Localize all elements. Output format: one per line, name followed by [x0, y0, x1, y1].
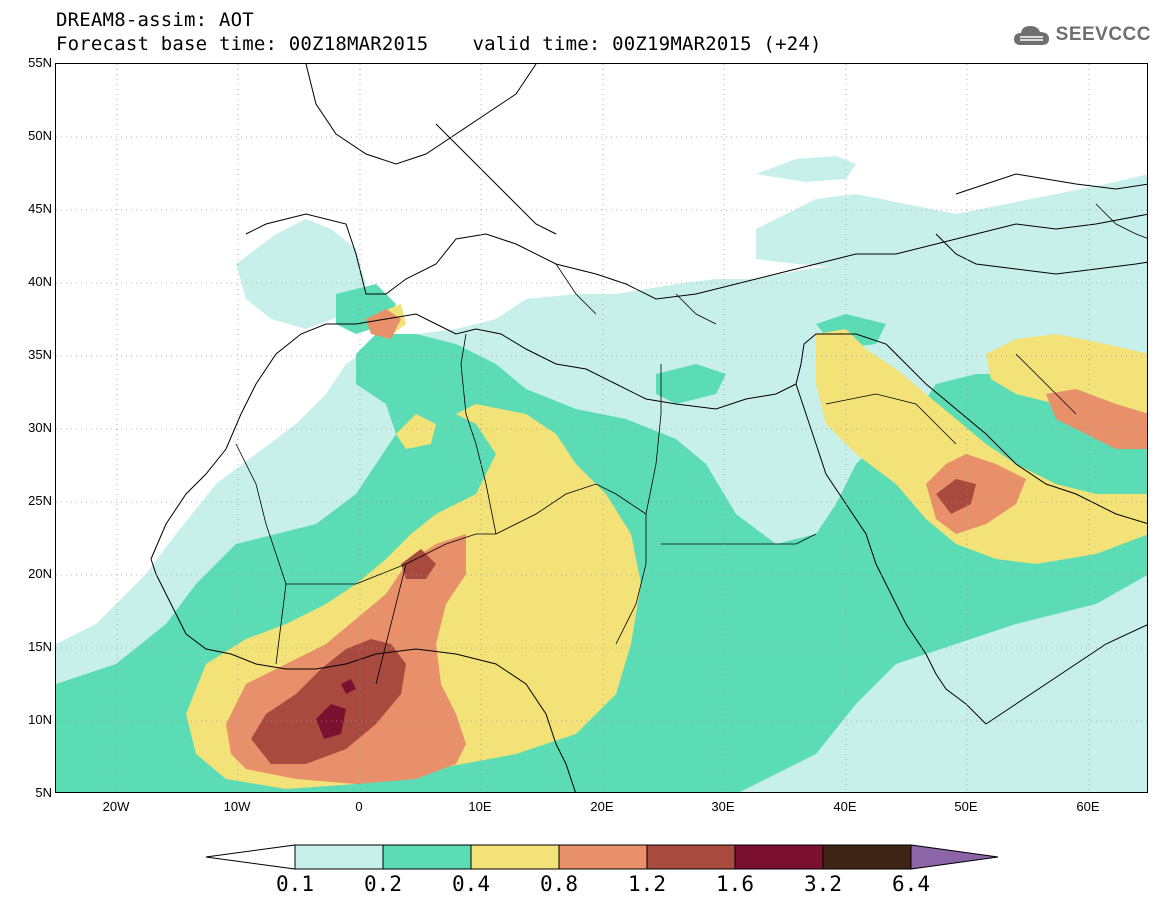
aot-colorbar	[205, 844, 999, 870]
lat-label-20n: 20N	[28, 566, 52, 581]
aot-1.6-layer	[316, 679, 356, 739]
lat-label-10n: 10N	[28, 712, 52, 727]
valid-time-label: valid time: 00Z19MAR2015 (+24)	[472, 33, 822, 55]
seevccc-logo: SEEVCCC	[1012, 22, 1151, 48]
colorbar-bin-0.4-0.8	[470, 844, 560, 870]
lon-label-60e: 60E	[1076, 799, 1100, 814]
lon-label-20w: 20W	[102, 799, 130, 814]
lon-label-50e: 50E	[954, 799, 978, 814]
aot-1.2-layer	[251, 479, 976, 764]
lon-label-30e: 30E	[711, 799, 735, 814]
lon-label-20e: 20E	[590, 799, 614, 814]
lat-label-35n: 35N	[28, 347, 52, 362]
cloud-logo-icon	[1013, 26, 1049, 45]
colorbar-bin-1.6-3.2	[734, 844, 824, 870]
lat-label-5n: 5N	[35, 785, 52, 800]
colorbar-label-0.1: 0.1	[276, 872, 314, 896]
colorbar-bin-3.2-6.4	[822, 844, 912, 870]
colorbar-label-0.4: 0.4	[452, 872, 490, 896]
colorbar-label-3.2: 3.2	[804, 872, 842, 896]
lat-label-15n: 15N	[28, 639, 52, 654]
model-title: DREAM8-assim: AOT	[56, 9, 254, 31]
lat-label-25n: 25N	[28, 493, 52, 508]
lat-label-30n: 30N	[28, 420, 52, 435]
colorbar-bin-0.8-1.2	[558, 844, 648, 870]
colorbar-bin-0.1-0.2	[294, 844, 384, 870]
lat-label-40n: 40N	[28, 274, 52, 289]
map-canvas	[56, 64, 1147, 792]
coastlines	[150, 64, 1147, 792]
colorbar-bin-0.2-0.4	[382, 844, 472, 870]
colorbar-label-0.8: 0.8	[540, 872, 578, 896]
borders	[235, 203, 1147, 685]
colorbar-bin-1.2-1.6	[646, 844, 736, 870]
base-time-label: Forecast base time: 00Z18MAR2015	[56, 33, 429, 55]
lon-label-10e: 10E	[468, 799, 492, 814]
lat-label-45n: 45N	[28, 201, 52, 216]
aot-map	[55, 63, 1148, 793]
lat-label-50n: 50N	[28, 128, 52, 143]
lon-label-10w: 10W	[223, 799, 251, 814]
lat-lon-grid	[56, 64, 1147, 792]
colorbar-label-1.6: 1.6	[716, 872, 754, 896]
lon-label-40e: 40E	[833, 799, 857, 814]
logo-text: SEEVCCC	[1055, 24, 1151, 45]
lat-label-55n: 55N	[28, 55, 52, 70]
forecast-times: Forecast base time: 00Z18MAR2015 valid ti…	[56, 33, 822, 55]
lon-label-0: 0	[355, 799, 363, 814]
colorbar-label-1.2: 1.2	[628, 872, 666, 896]
colorbar-under-arrow	[205, 844, 296, 870]
colorbar-label-6.4: 6.4	[892, 872, 930, 896]
colorbar-over-arrow	[910, 844, 999, 870]
colorbar-label-0.2: 0.2	[364, 872, 402, 896]
